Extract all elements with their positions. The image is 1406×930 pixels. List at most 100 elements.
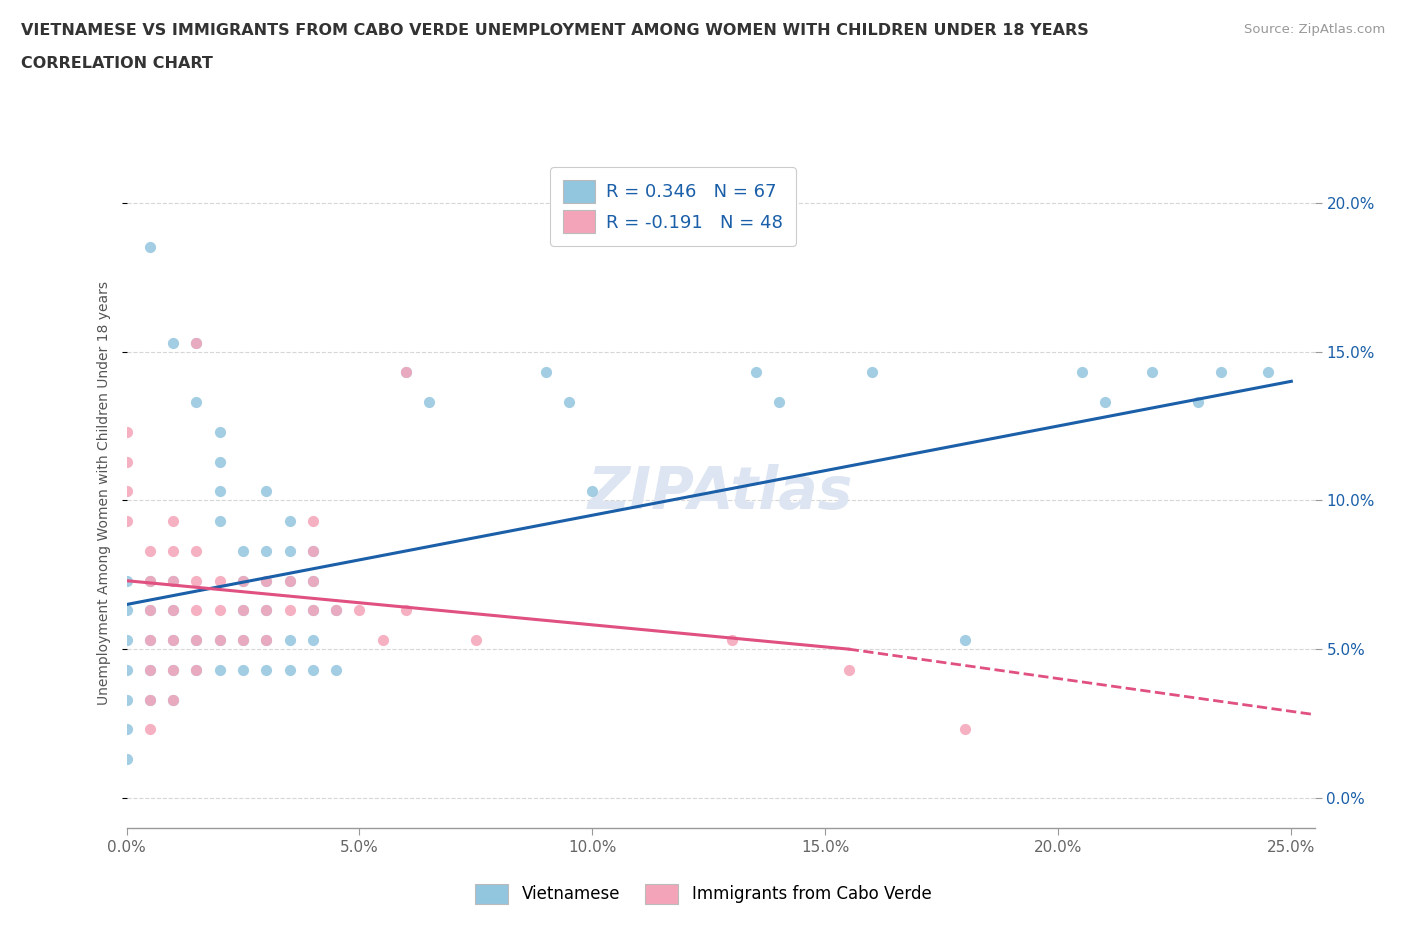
Point xyxy=(162,573,184,588)
Point xyxy=(186,573,208,588)
Point xyxy=(302,632,325,647)
Point xyxy=(953,722,976,737)
Point xyxy=(115,513,138,528)
Point xyxy=(1094,394,1116,409)
Legend: Vietnamese, Immigrants from Cabo Verde: Vietnamese, Immigrants from Cabo Verde xyxy=(467,875,939,912)
Point xyxy=(162,573,184,588)
Point xyxy=(208,484,231,498)
Point xyxy=(186,335,208,350)
Point xyxy=(139,662,162,677)
Point xyxy=(208,632,231,647)
Point xyxy=(278,573,301,588)
Point xyxy=(860,365,883,379)
Point xyxy=(115,454,138,469)
Point xyxy=(534,365,557,379)
Point xyxy=(232,662,254,677)
Point xyxy=(1140,365,1163,379)
Point xyxy=(162,335,184,350)
Point xyxy=(186,335,208,350)
Point xyxy=(186,632,208,647)
Point xyxy=(162,662,184,677)
Point xyxy=(186,603,208,618)
Point xyxy=(139,722,162,737)
Point xyxy=(115,424,138,439)
Point xyxy=(162,632,184,647)
Point xyxy=(278,632,301,647)
Point xyxy=(558,394,581,409)
Point xyxy=(254,573,277,588)
Text: Source: ZipAtlas.com: Source: ZipAtlas.com xyxy=(1244,23,1385,36)
Point xyxy=(232,543,254,558)
Point xyxy=(232,603,254,618)
Point xyxy=(186,543,208,558)
Point xyxy=(139,662,162,677)
Point xyxy=(162,513,184,528)
Point xyxy=(208,573,231,588)
Y-axis label: Unemployment Among Women with Children Under 18 years: Unemployment Among Women with Children U… xyxy=(97,281,111,705)
Point xyxy=(302,543,325,558)
Point xyxy=(232,632,254,647)
Point xyxy=(254,543,277,558)
Point xyxy=(278,513,301,528)
Point xyxy=(139,603,162,618)
Point xyxy=(254,603,277,618)
Point xyxy=(349,603,371,618)
Point xyxy=(302,603,325,618)
Point xyxy=(186,662,208,677)
Point xyxy=(302,573,325,588)
Point xyxy=(278,573,301,588)
Point xyxy=(162,603,184,618)
Point xyxy=(232,573,254,588)
Point xyxy=(115,751,138,766)
Point xyxy=(302,543,325,558)
Point xyxy=(254,632,277,647)
Point xyxy=(302,603,325,618)
Text: ZIPAtlas: ZIPAtlas xyxy=(588,464,853,522)
Point xyxy=(186,632,208,647)
Point xyxy=(139,573,162,588)
Point xyxy=(139,603,162,618)
Point xyxy=(838,662,860,677)
Point xyxy=(418,394,440,409)
Point xyxy=(115,603,138,618)
Point xyxy=(208,632,231,647)
Point xyxy=(325,603,347,618)
Point xyxy=(744,365,766,379)
Point xyxy=(254,484,277,498)
Point xyxy=(162,543,184,558)
Point xyxy=(325,662,347,677)
Point xyxy=(139,573,162,588)
Point xyxy=(302,573,325,588)
Point xyxy=(278,603,301,618)
Point xyxy=(395,365,418,379)
Point xyxy=(953,632,976,647)
Point xyxy=(232,573,254,588)
Point xyxy=(139,632,162,647)
Point xyxy=(302,662,325,677)
Text: VIETNAMESE VS IMMIGRANTS FROM CABO VERDE UNEMPLOYMENT AMONG WOMEN WITH CHILDREN : VIETNAMESE VS IMMIGRANTS FROM CABO VERDE… xyxy=(21,23,1088,38)
Point xyxy=(208,454,231,469)
Point xyxy=(139,240,162,255)
Point xyxy=(162,662,184,677)
Point xyxy=(232,603,254,618)
Point xyxy=(465,632,488,647)
Point xyxy=(115,573,138,588)
Point xyxy=(208,662,231,677)
Point xyxy=(768,394,790,409)
Point xyxy=(371,632,394,647)
Point xyxy=(115,484,138,498)
Point xyxy=(254,662,277,677)
Point xyxy=(115,662,138,677)
Point xyxy=(139,692,162,707)
Point xyxy=(721,632,744,647)
Point xyxy=(325,603,347,618)
Point xyxy=(186,662,208,677)
Point xyxy=(208,603,231,618)
Point xyxy=(1257,365,1279,379)
Point xyxy=(115,722,138,737)
Point xyxy=(1187,394,1209,409)
Point xyxy=(162,603,184,618)
Point xyxy=(162,692,184,707)
Point xyxy=(208,513,231,528)
Point xyxy=(302,513,325,528)
